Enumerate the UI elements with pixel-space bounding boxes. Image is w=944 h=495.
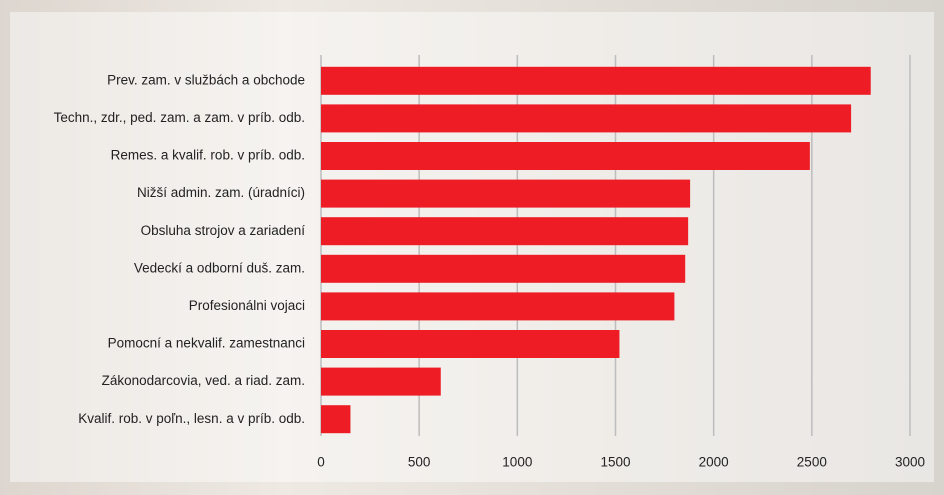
x-tick-label: 2500 [797, 455, 827, 470]
y-tick-label: Zákonodarcovia, ved. a riad. zam. [102, 373, 305, 388]
bar [321, 292, 675, 321]
y-tick-label: Kvalif. rob. v poľn., lesn. a v príb. od… [78, 411, 305, 426]
bar [321, 217, 689, 246]
y-tick-label: Nižší admin. zam. (úradníci) [137, 185, 305, 200]
y-tick-label: Profesionálni vojaci [189, 298, 305, 313]
x-tick-label: 500 [408, 455, 431, 470]
bar [321, 330, 620, 358]
bar [321, 104, 852, 133]
bar [321, 142, 810, 170]
x-tick-label: 3000 [895, 455, 925, 470]
y-tick-label: Remes. a kvalif. rob. v príb. odb. [111, 148, 305, 163]
bar [321, 367, 441, 396]
bar [321, 179, 691, 208]
x-tick-label: 2000 [699, 455, 729, 470]
bar [321, 66, 871, 95]
y-tick-label: Vedeckí a odborní duš. zam. [134, 260, 305, 275]
y-tick-label: Techn., zdr., ped. zam. a zam. v príb. o… [54, 110, 305, 125]
y-tick-label: Prev. zam. v službách a obchode [107, 72, 305, 87]
bar [321, 405, 351, 434]
x-tick-label: 1500 [600, 455, 630, 470]
bar [321, 254, 686, 283]
y-tick-label: Pomocní a nekvalif. zamestnanci [108, 336, 305, 351]
x-tick-label: 1000 [502, 455, 532, 470]
y-tick-label: Obsluha strojov a zariadení [141, 223, 306, 238]
x-tick-label: 0 [317, 455, 325, 470]
